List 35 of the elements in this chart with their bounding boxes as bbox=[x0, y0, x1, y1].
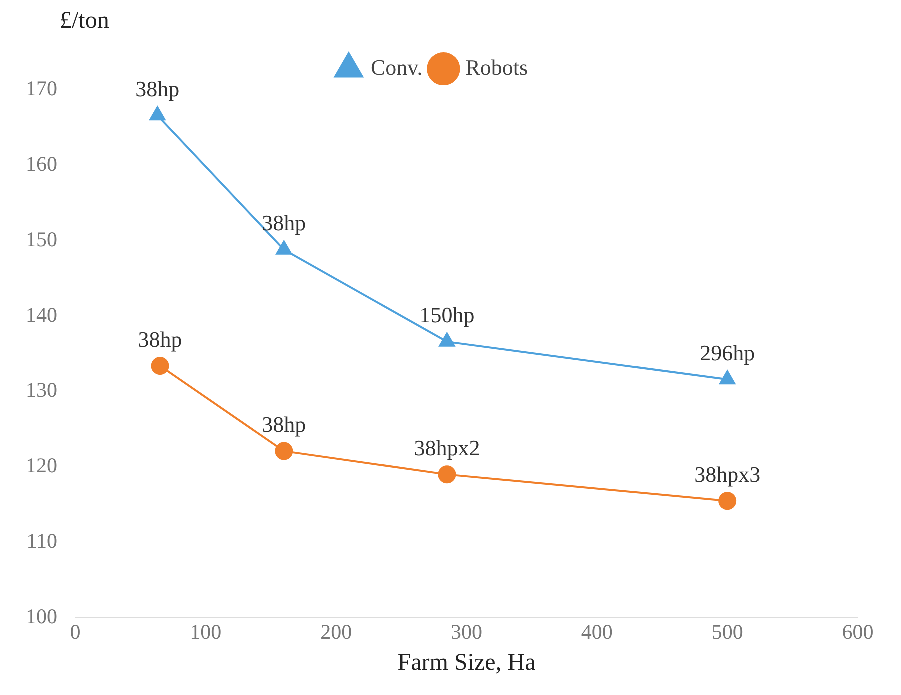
annotation: 38hpx2 bbox=[414, 435, 480, 460]
y-axis-title: £/ton bbox=[59, 8, 110, 36]
annotation: 38hp bbox=[138, 326, 182, 352]
point bbox=[150, 106, 166, 121]
x-tick-label: 500 bbox=[712, 620, 744, 644]
point bbox=[438, 466, 456, 484]
x-tick-label: 300 bbox=[451, 620, 482, 644]
y-tick-label: 150 bbox=[26, 227, 58, 252]
y-tick-label: 130 bbox=[26, 378, 58, 402]
point bbox=[718, 492, 737, 510]
legend-label: Conv. bbox=[370, 54, 423, 80]
x-tick-label: 400 bbox=[581, 620, 613, 644]
point bbox=[276, 240, 292, 255]
y-tick-label: 170 bbox=[26, 76, 58, 101]
annotation: 38hp bbox=[262, 210, 306, 236]
point bbox=[275, 442, 294, 460]
point bbox=[439, 332, 456, 347]
annotation: 38hp bbox=[136, 76, 180, 102]
x-tick-label: 0 bbox=[70, 620, 81, 644]
point bbox=[720, 370, 736, 385]
y-tick-label: 160 bbox=[26, 152, 58, 176]
x-axis-title: Farm Size, Ha bbox=[398, 650, 536, 676]
x-tick-label: 600 bbox=[842, 620, 874, 644]
y-tick-label: 100 bbox=[26, 604, 58, 629]
annotation: 38hpx3 bbox=[694, 462, 761, 487]
annotation: 150hp bbox=[420, 302, 475, 328]
x-tick-label: 100 bbox=[190, 620, 222, 644]
x-tick-label: 200 bbox=[320, 620, 352, 644]
legend-label: Robots bbox=[466, 54, 528, 80]
y-tick-label: 120 bbox=[26, 454, 58, 478]
y-tick-label: 140 bbox=[26, 302, 58, 327]
annotation: 38hp bbox=[262, 412, 306, 438]
y-tick-label: 110 bbox=[26, 529, 58, 554]
annotation: 296hp bbox=[700, 340, 756, 366]
point bbox=[151, 357, 170, 376]
